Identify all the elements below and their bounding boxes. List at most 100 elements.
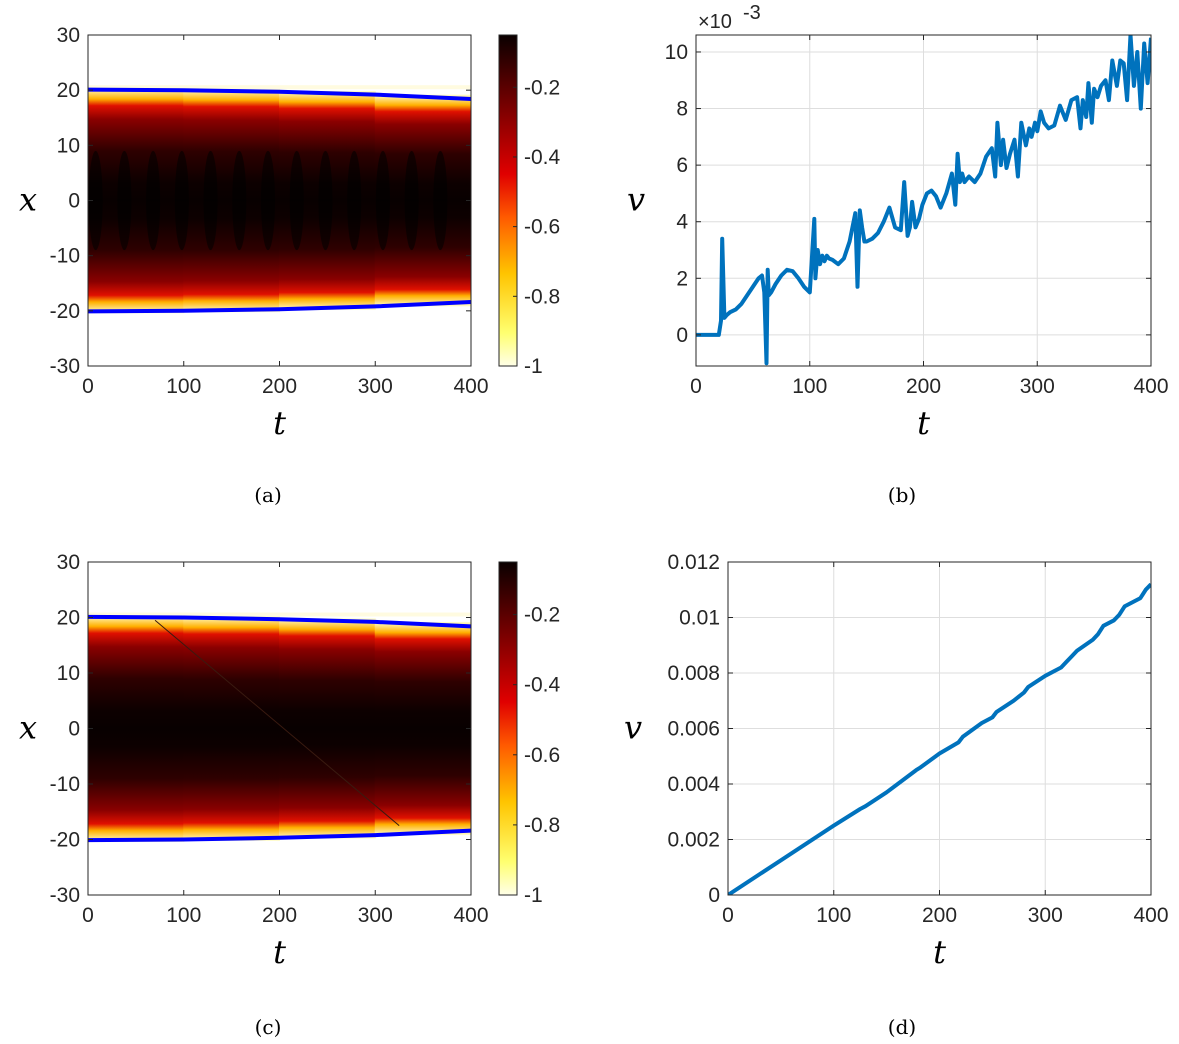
heatmap-core-blob: [261, 150, 276, 251]
x-tick-label: 300: [358, 904, 393, 927]
y-axis-label: x: [19, 181, 37, 219]
heatmap-diagonal-trace: [154, 619, 400, 827]
heatmap-core-blob: [203, 150, 218, 251]
x-tick-label: 400: [453, 904, 488, 927]
heatmap-core-blob: [174, 150, 189, 251]
colorbar: [498, 561, 518, 896]
colorbar-tick-label: -0.8: [524, 285, 560, 308]
y-axis-exponent: ×10: [698, 11, 732, 33]
colorbar: [498, 34, 518, 367]
x-tick-label: 0: [82, 375, 94, 398]
colorbar-tick-label: -1: [524, 884, 543, 907]
x-tick-label: 200: [262, 375, 297, 398]
x-tick-label: 0: [82, 904, 94, 927]
series-line: [696, 35, 1151, 366]
x-axis-label: t: [933, 933, 946, 971]
y-tick-label: 0.006: [667, 718, 720, 741]
heatmap-edge-glow: [88, 612, 471, 617]
heatmap-core-blob: [318, 150, 333, 251]
series-group: [696, 35, 1151, 366]
y-tick-label: 0.01: [679, 607, 720, 630]
panel-c: 0 100 200 300 400 -30 -20 -10 0 10 20 30 t x -0.2 -0.4 -…: [19, 551, 561, 1039]
y-tick-label: 0.012: [667, 551, 720, 574]
x-tick-label: 200: [906, 375, 941, 398]
boundary-upper: [88, 87, 471, 101]
y-tick-label: 10: [57, 134, 80, 157]
x-axis-label: t: [273, 933, 286, 971]
heatmap-strip: [88, 87, 185, 314]
x-tick-label: 100: [816, 904, 851, 927]
y-tick-label: -10: [50, 245, 80, 268]
y-tick-label: 10: [665, 41, 688, 64]
y-axis-label: v: [624, 709, 642, 747]
heatmap-field: [88, 85, 471, 314]
panel-b: 0 100 200 300 400 0 2 4 6 8 10 t v ×10 -3 (b): [627, 2, 1169, 507]
x-tick-label: 300: [1020, 375, 1055, 398]
y-tick-label: -20: [50, 300, 80, 323]
colorbar-tick-label: -0.6: [524, 216, 560, 239]
x-tick-label: 100: [792, 375, 827, 398]
x-tick-label: 100: [166, 375, 201, 398]
heatmap-strip: [88, 615, 185, 842]
y-axis-exponent-power: -3: [743, 2, 761, 24]
colorbar-tick-label: -0.4: [524, 674, 561, 697]
colorbar-tick-label: -0.8: [524, 814, 560, 837]
heatmap-core-blob: [347, 150, 362, 251]
y-tick-label: 30: [57, 24, 80, 47]
y-tick-label: 20: [57, 607, 80, 630]
y-tick-label: -10: [50, 773, 80, 796]
y-tick-label: -30: [50, 355, 80, 378]
y-tick-label: 30: [57, 551, 80, 574]
heatmap-strip: [374, 94, 471, 307]
x-tick-label: 100: [166, 904, 201, 927]
y-tick-label: 8: [676, 98, 688, 121]
x-tick-label: 300: [358, 375, 393, 398]
panel-caption: (a): [254, 483, 282, 507]
heatmap-field: [88, 612, 471, 843]
x-tick-label: 200: [922, 904, 957, 927]
heatmap-core-blob: [232, 150, 247, 251]
x-tick-label: 0: [690, 375, 702, 398]
y-tick-label: 0.008: [667, 662, 720, 685]
y-tick-label: 0: [68, 190, 80, 213]
boundary-lower: [88, 300, 471, 314]
panel-d: 0 100 200 300 400 0 0.002 0.004 0.006 0.008 0.01 0.…: [624, 551, 1169, 1039]
y-tick-label: 0: [676, 324, 688, 347]
colorbar-tick-label: -0.4: [524, 146, 561, 169]
y-tick-label: 2: [676, 267, 688, 290]
colorbar-tick-label: -1: [524, 355, 543, 378]
x-tick-label: 400: [1133, 904, 1168, 927]
x-axis-label: t: [273, 404, 286, 442]
panel-caption: (c): [255, 1015, 282, 1039]
x-tick-label: 400: [1133, 375, 1168, 398]
y-tick-label: 4: [676, 211, 688, 234]
heatmap-core-blob: [88, 150, 103, 251]
heatmap-core-blob: [117, 150, 132, 251]
heatmap-edge-glow: [88, 85, 471, 90]
heatmap-strip: [183, 616, 280, 841]
x-axis-label: t: [917, 404, 930, 442]
y-axis-label: x: [19, 709, 37, 747]
x-tick-label: 200: [262, 904, 297, 927]
panel-caption: (d): [888, 1015, 916, 1039]
y-tick-label: 6: [676, 154, 688, 177]
heatmap-core-blob: [375, 150, 390, 251]
y-tick-label: -30: [50, 884, 80, 907]
x-tick-label: 400: [453, 375, 488, 398]
heatmap-strip: [279, 618, 376, 839]
y-tick-label: 0.004: [667, 773, 720, 796]
boundary-lower: [88, 828, 471, 843]
x-tick-label: 0: [722, 904, 734, 927]
series-group: [728, 582, 1151, 895]
boundary-upper: [88, 614, 471, 629]
y-tick-label: 20: [57, 79, 80, 102]
heatmap-core-blob: [146, 150, 161, 251]
y-tick-label: -20: [50, 829, 80, 852]
series-line: [728, 582, 1151, 895]
heatmap-core-blob: [433, 150, 448, 251]
heatmap-core-blob: [289, 150, 304, 251]
panel-a: 0 100 200 300 400 -30 -20 -10 0 10 20 30 t x -0.2 -0.4 -…: [19, 24, 561, 507]
colorbar-tick-label: -0.2: [524, 604, 560, 627]
x-tick-label: 300: [1028, 904, 1063, 927]
